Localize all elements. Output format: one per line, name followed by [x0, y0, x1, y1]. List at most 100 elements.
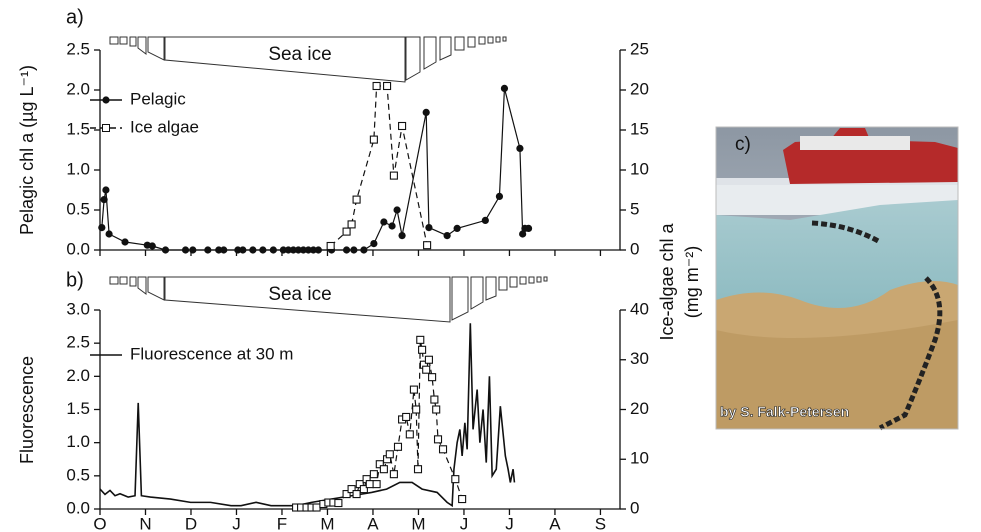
- data-point: [289, 246, 297, 254]
- series-line: [99, 323, 516, 508]
- data-point: [438, 445, 448, 454]
- data-point: [451, 475, 460, 484]
- data-point: [375, 460, 384, 469]
- x-tick-label: M: [411, 514, 425, 532]
- data-point: [428, 373, 437, 382]
- data-point: [372, 81, 381, 91]
- data-point: [402, 412, 411, 422]
- data-point: [418, 345, 427, 354]
- data-point: [423, 241, 432, 250]
- y2-tick-label: 10: [630, 159, 649, 178]
- series-line: [101, 88, 529, 251]
- x-tick-label: J: [232, 514, 241, 532]
- data-point: [443, 232, 451, 240]
- y-tick-label: 2.0: [66, 366, 90, 385]
- panel-label: c): [735, 134, 751, 155]
- data-point: [352, 195, 361, 204]
- y2-tick-label: 30: [630, 349, 649, 368]
- data-point: [350, 246, 358, 254]
- data-point: [524, 224, 533, 232]
- data-point: [309, 246, 317, 254]
- data-point: [239, 246, 247, 254]
- panel-label: a): [66, 6, 84, 28]
- y2-axis-label: (mg m⁻²): [682, 246, 702, 318]
- y2-tick-label: 0: [630, 239, 639, 258]
- data-point: [284, 246, 292, 254]
- data-point: [424, 355, 433, 364]
- data-point: [433, 435, 443, 444]
- data-point: [369, 135, 378, 144]
- y-axis-label: Fluorescence: [17, 356, 37, 464]
- x-tick-label: D: [185, 514, 197, 532]
- data-point: [181, 246, 190, 254]
- data-point: [413, 465, 423, 474]
- x-tick-label: N: [139, 514, 151, 532]
- data-point: [389, 470, 398, 479]
- data-point: [519, 230, 527, 238]
- legend-label: Ice algae: [130, 117, 199, 136]
- data-point: [409, 385, 418, 394]
- data-point: [342, 246, 351, 254]
- data-point: [98, 224, 106, 232]
- x-tick-label: S: [595, 514, 606, 532]
- y-tick-label: 0.0: [66, 498, 90, 517]
- y2-tick-label: 5: [630, 199, 639, 218]
- data-point: [383, 81, 392, 91]
- y-tick-label: 0.0: [66, 239, 90, 258]
- data-point: [500, 84, 509, 92]
- data-point: [102, 186, 110, 194]
- y-tick-label: 2.5: [66, 39, 90, 58]
- data-point: [294, 246, 302, 254]
- data-point: [304, 246, 312, 254]
- y-tick-label: 3.0: [66, 299, 90, 318]
- data-point: [365, 480, 374, 489]
- y-tick-label: 1.0: [66, 432, 90, 451]
- data-point: [432, 405, 441, 414]
- data-point: [347, 220, 356, 229]
- y-tick-label: 2.5: [66, 333, 90, 352]
- legend-marker: [102, 124, 110, 132]
- sea-ice-schematic-b: [109, 276, 548, 323]
- photo-credit: by S. Falk-Petersen: [720, 404, 849, 420]
- data-point: [352, 490, 361, 499]
- x-tick-label: A: [549, 514, 561, 532]
- data-point: [100, 196, 108, 204]
- sea-ice-label: Sea ice: [268, 284, 331, 305]
- data-point: [369, 470, 378, 479]
- y-axis-label: Pelagic chl a (µg L⁻¹): [17, 65, 37, 235]
- y-tick-label: 1.0: [66, 159, 90, 178]
- data-point: [314, 246, 322, 254]
- data-point: [370, 240, 378, 248]
- data-point: [495, 192, 504, 200]
- data-point: [416, 335, 425, 344]
- y2-tick-label: 40: [630, 299, 649, 318]
- y-tick-label: 0.5: [66, 465, 90, 484]
- data-point: [312, 503, 321, 512]
- data-point: [269, 246, 277, 254]
- panel-label: b): [66, 269, 84, 291]
- y-tick-label: 2.0: [66, 79, 90, 98]
- sea-ice-label: Sea ice: [268, 44, 331, 65]
- data-point: [389, 171, 398, 180]
- y-tick-label: 0.5: [66, 199, 90, 218]
- data-point: [234, 246, 242, 254]
- data-point: [204, 246, 212, 254]
- axis-frame: [99, 50, 621, 251]
- y-tick-label: 1.5: [66, 399, 90, 418]
- data-point: [279, 246, 287, 254]
- y2-tick-label: 10: [630, 449, 649, 468]
- photo: [715, 126, 959, 431]
- data-point: [398, 121, 407, 131]
- data-point: [355, 480, 364, 489]
- data-point: [458, 494, 467, 504]
- data-point: [360, 246, 368, 254]
- data-point: [453, 224, 461, 232]
- data-point: [412, 405, 421, 414]
- data-point: [385, 450, 394, 459]
- data-point: [379, 465, 388, 474]
- data-point: [422, 108, 430, 116]
- data-point: [342, 227, 351, 236]
- data-point: [405, 430, 414, 439]
- axis-frame: [99, 310, 621, 510]
- data-point: [161, 246, 170, 254]
